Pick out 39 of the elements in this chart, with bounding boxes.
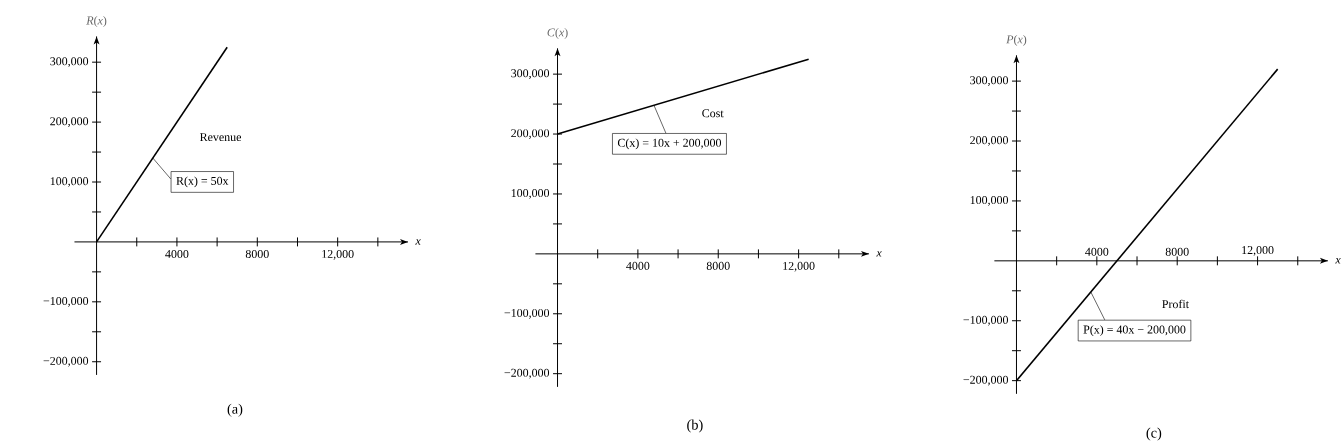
x-tick-label: 12,000 [322,249,354,260]
x-tick-label: 4000 [165,249,189,258]
annotation: R(x) = 50x [176,176,229,188]
x-tick-label: 8000 [706,261,730,270]
text: (c) [1146,427,1162,441]
x-axis-title: x [1335,258,1341,264]
y-tick-label: 100,000 [970,196,1009,206]
text: (b) [687,419,703,433]
y-axis-title: R(x) [86,16,107,27]
x-axis-title: x [876,251,882,257]
y-tick-label: 300,000 [50,57,89,68]
y-tick-label: 100,000 [50,177,89,187]
text: Revenue [199,133,242,142]
x-tick-label: 12,000 [1242,246,1274,256]
y-axis-title: P(x) [1006,35,1027,46]
y-tick-label: −100,000 [963,315,1009,326]
y-tick-label: −100,000 [504,308,550,319]
series-label: Cost [702,109,724,118]
y-tick-label: 300,000 [970,76,1009,86]
text: (a) [227,403,243,417]
y-tick-label: 200,000 [970,136,1009,146]
y-tick-label: −200,000 [963,375,1009,386]
x-tick-label: 12,000 [783,261,815,272]
annotation: C(x) = 10x + 200,000 [617,138,722,150]
y-tick-label: 300,000 [511,69,550,80]
y-tick-label: −200,000 [43,356,89,367]
x-tick-label: 4000 [1085,247,1109,256]
y-tick-label: −100,000 [43,296,89,307]
x-tick-label: 8000 [245,249,269,258]
y-axis-title: C(x) [547,28,568,39]
y-tick-label: −200,000 [504,368,550,379]
y-tick-label: 100,000 [511,189,550,199]
y-tick-label: 200,000 [511,129,550,139]
annotation: P(x) = 40x − 200,000 [1083,325,1186,336]
y-tick-label: 200,000 [50,117,89,127]
x-tick-label: 4000 [626,261,650,270]
x-tick-label: 8000 [1165,247,1189,256]
text: Profit [1162,299,1189,309]
x-axis-title: x [415,239,421,245]
